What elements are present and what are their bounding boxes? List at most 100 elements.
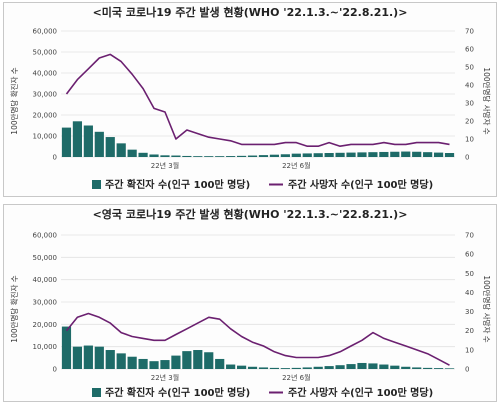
bar-weekly-cases bbox=[368, 363, 378, 369]
y-tick-right: 60 bbox=[465, 251, 474, 259]
bar-weekly-cases bbox=[269, 154, 280, 157]
bar-weekly-cases bbox=[379, 151, 389, 157]
bar-weekly-cases bbox=[127, 149, 137, 157]
us-chart-panel: <미국 코로나19 주간 발생 현황(WHO '22.1.3.~'22.8.21… bbox=[3, 2, 497, 197]
bar-weekly-cases bbox=[247, 155, 258, 157]
bar-weekly-cases bbox=[204, 156, 214, 157]
bar-weekly-cases bbox=[324, 153, 334, 157]
bar-weekly-cases bbox=[182, 351, 192, 369]
bar-weekly-cases bbox=[280, 154, 290, 157]
y-tick-right: 0 bbox=[465, 366, 469, 374]
y-tick-right: 30 bbox=[465, 100, 474, 108]
uk-chart: <영국 코로나19 주간 발생 현황(WHO '22.1.3.~'22.8.21… bbox=[9, 207, 492, 399]
y-axis-label-left: 100만명당 확진자 수 bbox=[9, 67, 19, 134]
bar-weekly-cases bbox=[61, 326, 72, 369]
y-tick-right: 30 bbox=[465, 308, 474, 316]
bar-weekly-cases bbox=[335, 152, 345, 157]
legend: 주간 확진자 수(인구 100만 명당) 주간 사망자 수(인구 100만 명당… bbox=[92, 178, 433, 191]
bar-weekly-cases bbox=[335, 365, 345, 369]
y-tick-left: 50,000 bbox=[33, 254, 58, 262]
bar-weekly-cases bbox=[324, 366, 334, 369]
bar-weekly-cases bbox=[291, 153, 301, 157]
bar-weekly-cases bbox=[72, 346, 83, 369]
bar-weekly-cases bbox=[291, 367, 301, 369]
bar-weekly-cases bbox=[105, 350, 115, 369]
line-weekly-deaths bbox=[65, 312, 450, 366]
bar-weekly-cases bbox=[149, 361, 159, 369]
bar-weekly-cases bbox=[116, 353, 126, 369]
bar-weekly-cases bbox=[160, 155, 170, 157]
x-tick-label: 22년 3월 bbox=[151, 161, 179, 170]
bar-weekly-cases bbox=[171, 355, 181, 369]
bar-weekly-cases bbox=[412, 151, 422, 157]
y-tick-left: 20,000 bbox=[33, 321, 58, 329]
bar-weekly-cases bbox=[433, 152, 444, 157]
bar-weekly-cases bbox=[226, 156, 236, 157]
y-tick-right: 60 bbox=[465, 46, 474, 54]
y-tick-left: 10,000 bbox=[33, 343, 58, 351]
bar-weekly-cases bbox=[215, 358, 225, 369]
legend-swatch-cases bbox=[92, 180, 101, 189]
legend-swatch-cases bbox=[92, 388, 101, 397]
bar-weekly-cases bbox=[258, 155, 269, 157]
bar-weekly-cases bbox=[236, 365, 247, 369]
y-tick-right: 70 bbox=[465, 232, 474, 240]
y-tick-left: 40,000 bbox=[33, 276, 58, 284]
y-tick-right: 20 bbox=[465, 118, 474, 126]
bar-weekly-cases bbox=[236, 155, 247, 157]
bar-weekly-cases bbox=[61, 127, 72, 157]
bar-weekly-cases bbox=[226, 364, 236, 369]
y-tick-right: 50 bbox=[465, 270, 474, 278]
bar-weekly-cases bbox=[357, 152, 367, 157]
bar-weekly-cases bbox=[138, 152, 148, 157]
y-tick-left: 60,000 bbox=[33, 28, 58, 36]
uk-chart-panel: <영국 코로나19 주간 발생 현황(WHO '22.1.3.~'22.8.21… bbox=[3, 204, 497, 402]
bar-weekly-cases bbox=[182, 155, 192, 157]
bar-weekly-cases bbox=[193, 156, 203, 157]
y-tick-right: 40 bbox=[465, 82, 474, 90]
y-tick-left: 60,000 bbox=[33, 232, 58, 240]
bar-weekly-cases bbox=[302, 153, 312, 157]
y-axis-label-left: 100만명당 확진자 수 bbox=[9, 275, 19, 342]
chart-title: <미국 코로나19 주간 발생 현황(WHO '22.1.3.~'22.8.21… bbox=[93, 5, 408, 19]
x-tick-label: 22년 6월 bbox=[282, 161, 310, 170]
bar-weekly-cases bbox=[160, 360, 170, 369]
bar-weekly-cases bbox=[94, 131, 104, 157]
bar-weekly-cases bbox=[105, 137, 115, 157]
bar-weekly-cases bbox=[379, 364, 389, 369]
bar-weekly-cases bbox=[83, 345, 93, 369]
y-axis-label-right: 100만명당 사망자 수 bbox=[482, 275, 492, 342]
bar-weekly-cases bbox=[149, 154, 159, 157]
bar-weekly-cases bbox=[423, 367, 433, 369]
y-tick-left: 20,000 bbox=[33, 112, 58, 120]
bar-weekly-cases bbox=[215, 156, 225, 157]
bar-weekly-cases bbox=[247, 366, 258, 369]
chart-title: <영국 코로나19 주간 발생 현황(WHO '22.1.3.~'22.8.21… bbox=[93, 207, 408, 221]
y-tick-right: 50 bbox=[465, 64, 474, 72]
bar-weekly-cases bbox=[444, 153, 455, 157]
bar-weekly-cases bbox=[390, 151, 400, 157]
bar-weekly-cases bbox=[423, 152, 433, 157]
y-tick-right: 40 bbox=[465, 289, 474, 297]
y-tick-left: 50,000 bbox=[33, 49, 58, 57]
legend-label-cases: 주간 확진자 수(인구 100만 명당) bbox=[105, 178, 250, 191]
y-tick-right: 10 bbox=[465, 136, 474, 144]
bar-weekly-cases bbox=[302, 367, 312, 369]
bar-weekly-cases bbox=[94, 346, 104, 369]
bar-weekly-cases bbox=[401, 366, 411, 369]
bar-weekly-cases bbox=[357, 362, 367, 369]
us-chart: <미국 코로나19 주간 발생 현황(WHO '22.1.3.~'22.8.21… bbox=[9, 5, 492, 191]
bar-weekly-cases bbox=[444, 368, 455, 369]
legend-label-cases: 주간 확진자 수(인구 100만 명당) bbox=[105, 386, 250, 399]
bar-weekly-cases bbox=[258, 367, 269, 369]
x-tick-label: 22년 6월 bbox=[282, 373, 310, 382]
bar-weekly-cases bbox=[138, 358, 148, 369]
bar-weekly-cases bbox=[412, 367, 422, 369]
bar-weekly-cases bbox=[269, 367, 280, 369]
bar-weekly-cases bbox=[204, 352, 214, 369]
y-tick-left: 30,000 bbox=[33, 299, 58, 307]
legend: 주간 확진자 수(인구 100만 명당) 주간 사망자 수(인구 100만 명당… bbox=[92, 386, 433, 399]
bar-weekly-cases bbox=[390, 365, 400, 369]
y-tick-left: 10,000 bbox=[33, 133, 58, 141]
y-tick-left: 0 bbox=[53, 366, 57, 374]
